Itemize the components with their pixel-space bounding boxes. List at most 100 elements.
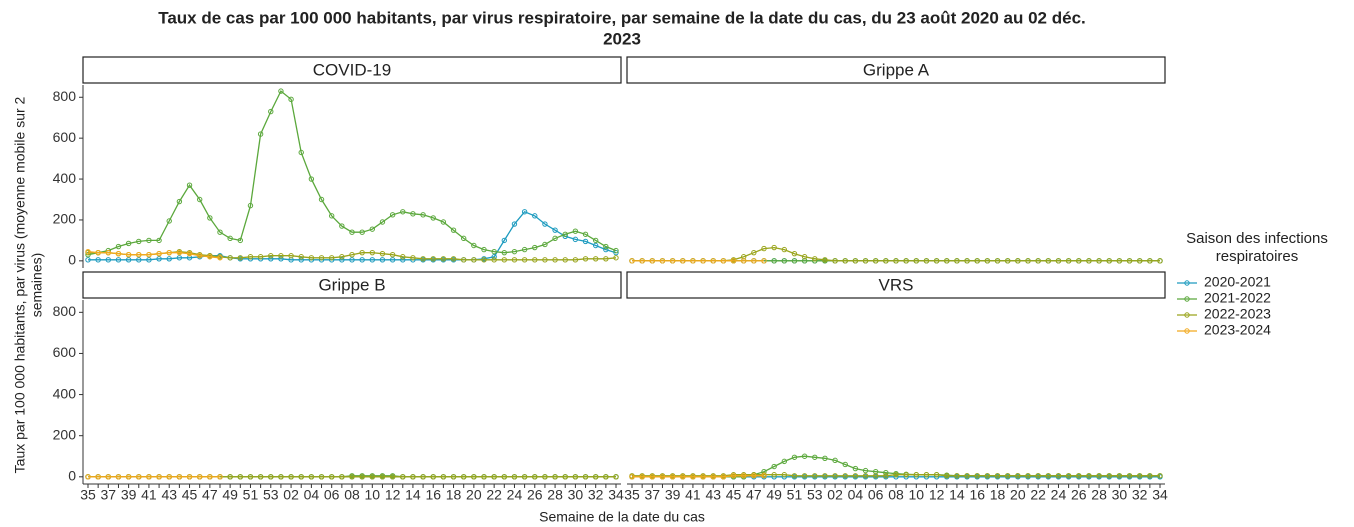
strip (82, 271, 622, 299)
point (369, 226, 376, 232)
point (791, 454, 798, 460)
point (95, 474, 101, 480)
y-axis-label: semaines) (29, 253, 45, 318)
legend-swatch (1184, 280, 1190, 286)
point (176, 198, 183, 205)
point (801, 254, 808, 260)
point (511, 474, 518, 480)
point (572, 474, 579, 480)
strip (626, 56, 1166, 84)
x-tick-label: 34 (1152, 487, 1168, 503)
point (582, 474, 589, 480)
point (450, 256, 457, 262)
point (410, 255, 416, 261)
point (491, 257, 497, 263)
point (440, 256, 447, 262)
point (471, 257, 477, 263)
point (278, 474, 284, 480)
x-tick-label: 28 (547, 487, 563, 503)
point (278, 88, 284, 94)
point (501, 474, 508, 480)
point (1126, 258, 1133, 264)
point (974, 258, 980, 264)
point (592, 256, 599, 262)
point (842, 258, 848, 264)
point (308, 474, 315, 480)
point (532, 244, 538, 251)
point (339, 474, 345, 480)
point (710, 474, 716, 480)
x-tick-label: 28 (1091, 487, 1107, 503)
point (481, 246, 487, 253)
y-tick-label: 400 (53, 385, 77, 401)
point (1035, 258, 1041, 264)
point (893, 472, 899, 478)
x-tick-label: 22 (1030, 487, 1046, 503)
x-tick-label: 22 (486, 487, 502, 503)
point (872, 473, 879, 479)
point (1004, 258, 1011, 264)
point (105, 249, 112, 256)
point (822, 257, 828, 263)
point (400, 254, 406, 260)
point (298, 474, 304, 480)
point (186, 250, 193, 257)
x-tick-label: 34 (608, 487, 624, 503)
point (471, 242, 477, 249)
x-tick-label: 10 (909, 487, 925, 503)
point (883, 469, 889, 476)
point (1096, 258, 1102, 264)
point (501, 257, 508, 263)
point (832, 258, 838, 264)
series-line (88, 250, 617, 261)
point (751, 249, 757, 256)
point (1116, 258, 1123, 264)
point (156, 237, 162, 244)
point (156, 474, 162, 480)
point (166, 218, 172, 224)
point (552, 257, 558, 263)
point (532, 257, 538, 263)
point (196, 196, 203, 203)
point (247, 202, 254, 209)
point (521, 209, 528, 215)
point (460, 235, 467, 242)
point (562, 231, 568, 237)
point (491, 248, 497, 255)
point (613, 474, 619, 480)
x-tick-label: 08 (888, 487, 904, 503)
point (592, 474, 599, 480)
series-line (87, 90, 617, 256)
point (298, 257, 304, 263)
point (156, 256, 162, 262)
point (822, 473, 828, 479)
point (339, 257, 345, 263)
point (511, 221, 518, 227)
point (400, 257, 406, 263)
point (852, 473, 859, 479)
point (136, 238, 142, 245)
point (430, 474, 436, 480)
x-tick-label: 41 (141, 487, 157, 503)
point (85, 248, 91, 255)
point (136, 252, 142, 258)
point (1106, 258, 1112, 264)
point (410, 211, 416, 217)
point (603, 243, 609, 250)
point (369, 249, 376, 256)
point (913, 472, 920, 478)
x-tick-label: 04 (304, 487, 320, 503)
point (893, 258, 899, 264)
point (923, 472, 930, 478)
point (1004, 473, 1011, 479)
point (832, 473, 838, 479)
point (974, 473, 980, 479)
point (649, 474, 656, 480)
legend-label: 2023-2024 (1204, 322, 1271, 338)
point (903, 258, 909, 264)
point (328, 474, 335, 480)
point (944, 473, 950, 479)
x-tick-label: 37 (645, 487, 661, 503)
point (572, 257, 579, 263)
